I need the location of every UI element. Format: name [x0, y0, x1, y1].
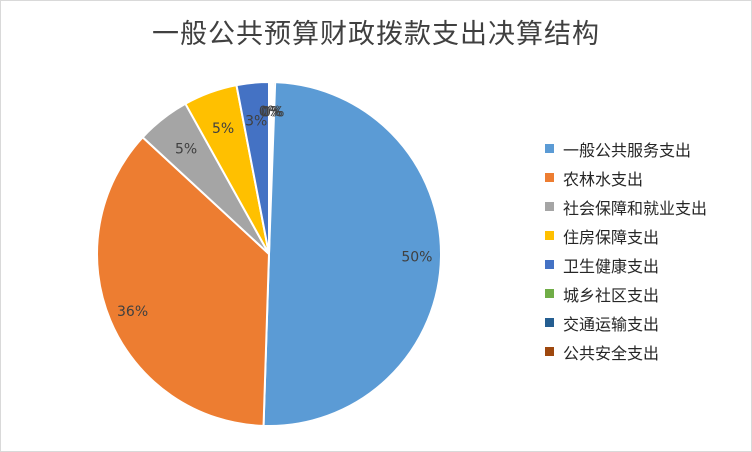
chart-legend: 一般公共服务支出 农林水支出社会保障和就业支出 住房保障支出 卫生健康支出 城乡社区支出…	[545, 134, 707, 366]
legend-label: 农林水支出	[563, 169, 644, 189]
data-label: 3%	[245, 113, 267, 129]
legend-item: 社会保障和就业支出	[545, 192, 707, 221]
data-label: 0%	[262, 104, 284, 120]
legend-swatch	[545, 318, 554, 327]
data-label: 5%	[175, 142, 197, 158]
legend-swatch	[545, 347, 554, 356]
legend-swatch	[545, 289, 554, 298]
data-label: 0%	[260, 104, 282, 120]
legend-item: 公共安全支出	[545, 337, 707, 366]
legend-label: 一般公共服务支出	[563, 140, 692, 160]
legend-item: 农林水支出	[545, 163, 707, 192]
data-label: 0%	[259, 104, 281, 120]
legend-label: 城乡社区支出	[563, 285, 660, 305]
legend-swatch	[545, 173, 554, 182]
data-label: 50%	[401, 249, 432, 265]
legend-swatch	[545, 231, 554, 240]
legend-label: 交通运输支出	[563, 314, 660, 334]
legend-item: 城乡社区支出	[545, 279, 707, 308]
legend-item: 卫生健康支出	[545, 250, 707, 279]
legend-swatch	[545, 144, 554, 153]
pie-slice	[96, 135, 271, 427]
data-label: 36%	[117, 304, 148, 320]
legend-label: 卫生健康支出	[563, 256, 660, 276]
legend-label: 社会保障和就业支出	[563, 198, 708, 218]
chart-title: 一般公共预算财政拨款支出决算结构	[152, 19, 600, 50]
pie-data-labels: 50%36%5%5% 3%0%0%0%	[117, 104, 432, 320]
legend-label: 公共安全支出	[563, 343, 660, 363]
legend-swatch	[545, 202, 554, 211]
pie-slices	[96, 80, 442, 427]
legend-item: 一般公共服务支出	[545, 134, 707, 163]
legend-item: 住房保障支出	[545, 221, 707, 250]
pie-slice	[268, 81, 277, 255]
legend-swatch	[545, 260, 554, 269]
pie-slice	[262, 80, 442, 427]
legend-label: 住房保障支出	[563, 227, 660, 247]
legend-item: 交通运输支出	[545, 308, 707, 337]
data-label: 5%	[212, 121, 234, 137]
